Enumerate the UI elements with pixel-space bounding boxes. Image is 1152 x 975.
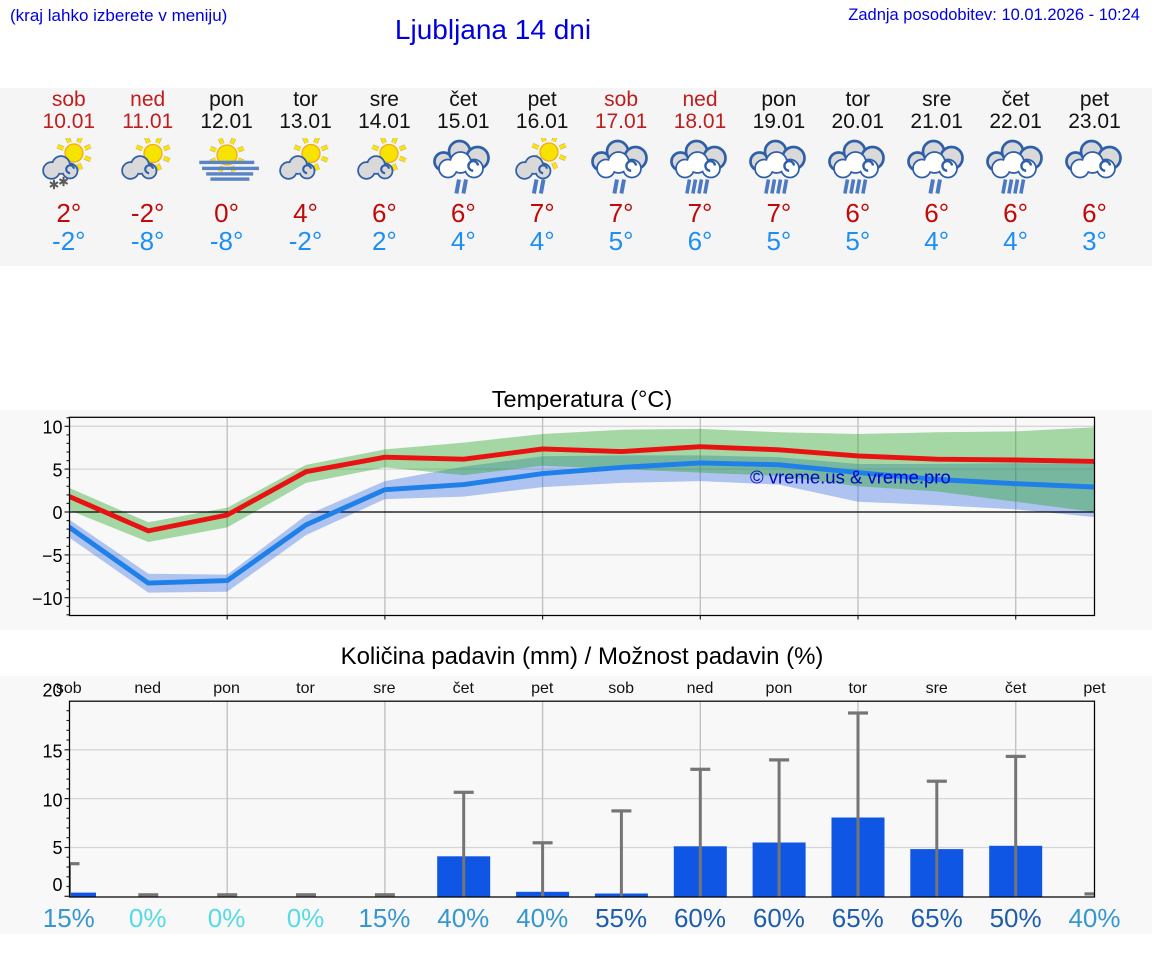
svg-text:15: 15 [42, 741, 62, 761]
svg-text:−10: −10 [32, 589, 63, 609]
svg-text:0%: 0% [129, 903, 167, 933]
svg-text:60%: 60% [753, 903, 805, 933]
svg-text:pet: pet [1083, 680, 1106, 697]
svg-text:10: 10 [42, 791, 62, 811]
svg-text:tor: tor [296, 680, 315, 697]
svg-text:15%: 15% [43, 903, 95, 933]
svg-text:5: 5 [52, 460, 62, 480]
svg-text:tor: tor [848, 680, 867, 697]
svg-text:40%: 40% [437, 903, 489, 933]
svg-text:5: 5 [52, 838, 62, 858]
svg-text:0%: 0% [287, 903, 325, 933]
svg-text:pon: pon [213, 680, 240, 697]
svg-text:0: 0 [52, 875, 62, 895]
svg-text:sob: sob [608, 680, 634, 697]
svg-text:pon: pon [766, 680, 793, 697]
svg-text:čet: čet [1005, 680, 1027, 697]
svg-text:55%: 55% [595, 903, 647, 933]
svg-text:sre: sre [373, 680, 395, 697]
svg-text:0%: 0% [208, 903, 246, 933]
svg-text:20: 20 [42, 681, 62, 701]
svg-text:40%: 40% [1068, 903, 1120, 933]
svg-text:sre: sre [926, 680, 948, 697]
svg-text:65%: 65% [911, 903, 963, 933]
svg-text:−5: −5 [42, 546, 63, 566]
svg-text:pet: pet [531, 680, 554, 697]
svg-text:40%: 40% [516, 903, 568, 933]
svg-text:sob: sob [56, 680, 82, 697]
svg-text:čet: čet [453, 680, 475, 697]
svg-text:15%: 15% [358, 903, 410, 933]
svg-text:© vreme.us & vreme.pro: © vreme.us & vreme.pro [750, 467, 951, 488]
svg-text:65%: 65% [832, 903, 884, 933]
svg-text:60%: 60% [674, 903, 726, 933]
svg-text:10: 10 [42, 418, 62, 438]
svg-text:0: 0 [52, 503, 62, 523]
svg-text:ned: ned [687, 680, 714, 697]
svg-text:50%: 50% [990, 903, 1042, 933]
svg-text:ned: ned [134, 680, 161, 697]
